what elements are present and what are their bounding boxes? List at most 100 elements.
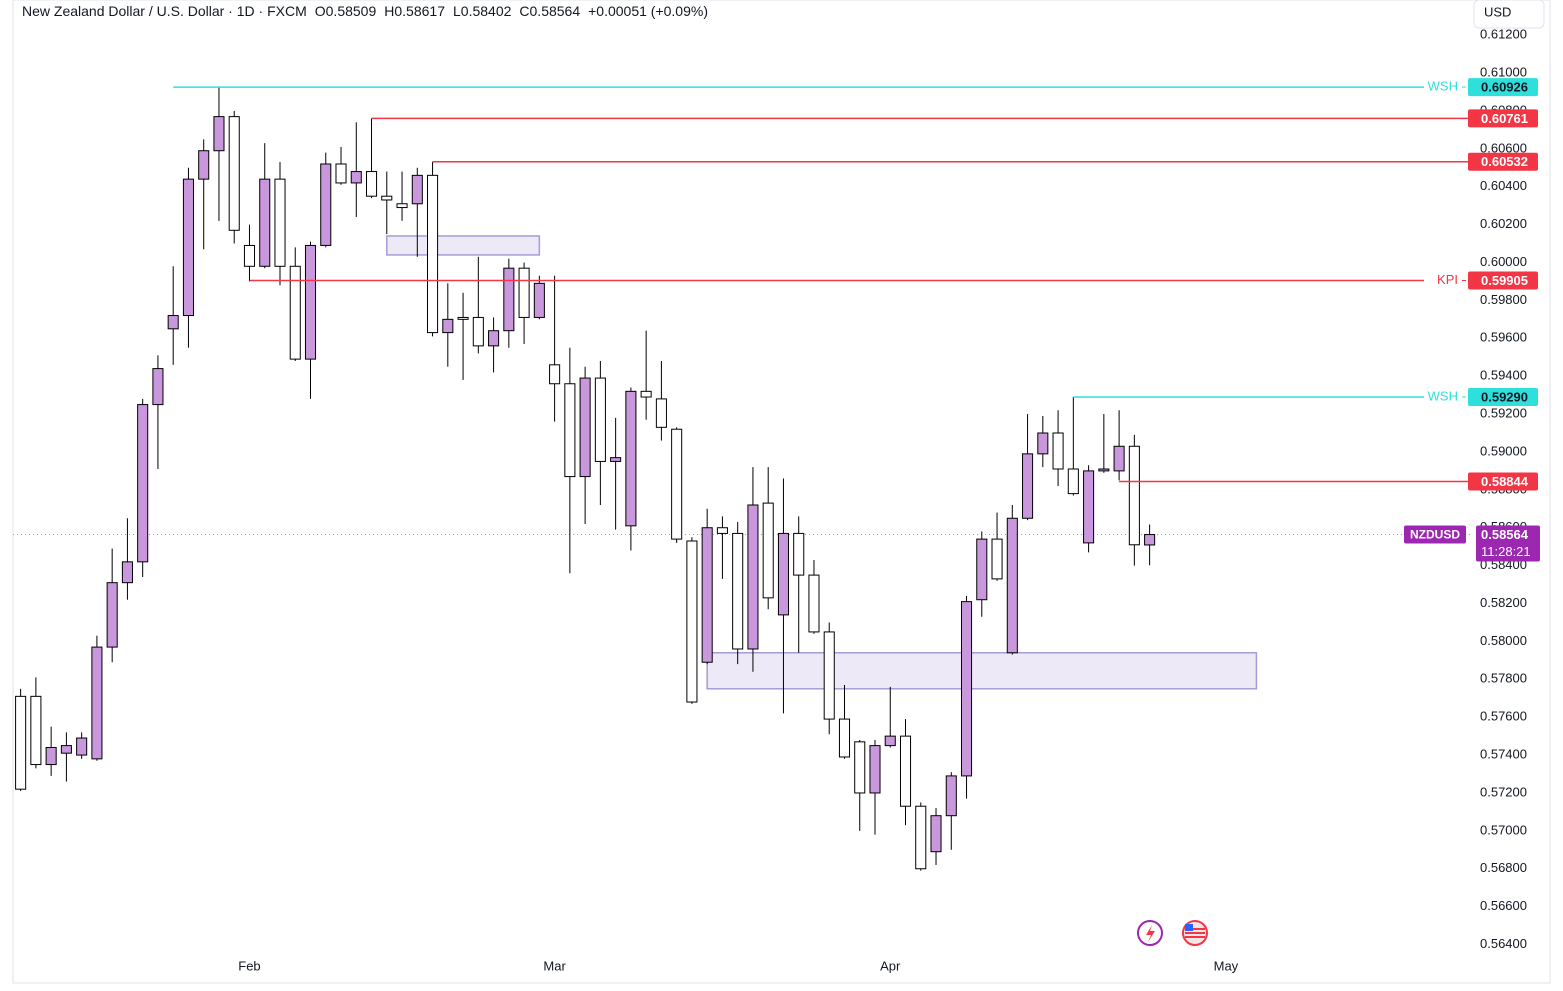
candle-body bbox=[1052, 432, 1064, 470]
candle-body bbox=[960, 601, 973, 777]
level-label: KPI bbox=[1437, 272, 1458, 287]
candle-body bbox=[564, 383, 576, 478]
level-tag bbox=[1468, 271, 1538, 290]
candle-body bbox=[488, 330, 500, 347]
price-tag bbox=[1476, 525, 1540, 562]
y-tick-label: 0.60000 bbox=[1480, 254, 1527, 269]
candle-body bbox=[15, 695, 27, 790]
candle-body bbox=[1067, 468, 1079, 495]
x-tick-label: Feb bbox=[238, 958, 260, 973]
candle-body bbox=[304, 244, 317, 360]
c-label: C bbox=[519, 3, 529, 19]
title: New Zealand Dollar / U.S. Dollar · 1D · … bbox=[22, 3, 307, 19]
l-label: L bbox=[453, 3, 461, 19]
candle-body bbox=[976, 538, 988, 601]
candle-body bbox=[793, 532, 805, 576]
candle-body bbox=[259, 178, 271, 267]
y-tick-label: 0.56400 bbox=[1480, 936, 1527, 951]
candle-body bbox=[320, 163, 332, 246]
level-value: 0.59290 bbox=[1481, 389, 1528, 404]
candle-body bbox=[182, 178, 194, 317]
y-tick-label: 0.61200 bbox=[1480, 27, 1527, 42]
y-tick-label: 0.61000 bbox=[1480, 64, 1527, 79]
countdown: 11:28:21 bbox=[1481, 544, 1531, 559]
candle-body bbox=[518, 267, 530, 318]
candle-body bbox=[838, 718, 851, 758]
candle-body bbox=[991, 538, 1003, 580]
x-tick-label: May bbox=[1214, 958, 1239, 973]
candle-body bbox=[655, 398, 667, 428]
level-label: WSH bbox=[1428, 79, 1458, 94]
candle-body bbox=[808, 574, 820, 633]
candle-body bbox=[274, 178, 286, 267]
candle-body bbox=[1037, 432, 1049, 455]
x-tick-label: Apr bbox=[880, 958, 901, 973]
y-tick-label: 0.59400 bbox=[1480, 368, 1527, 383]
level-label: WSH bbox=[1428, 388, 1458, 403]
candle-body bbox=[915, 805, 927, 870]
candle-body bbox=[625, 390, 637, 527]
y-tick-label: 0.57200 bbox=[1480, 784, 1527, 799]
y-tick-label: 0.59000 bbox=[1480, 443, 1527, 458]
level-value: 0.59905 bbox=[1481, 273, 1528, 288]
candle-body bbox=[167, 315, 179, 330]
header: New Zealand Dollar / U.S. Dollar · 1D · … bbox=[22, 3, 708, 19]
l-value: 0.58402 bbox=[461, 3, 512, 19]
candle-body bbox=[503, 267, 515, 332]
x-tick-label: Mar bbox=[543, 958, 566, 973]
candle-body bbox=[1022, 453, 1034, 519]
candle-body bbox=[289, 265, 301, 360]
bolt bbox=[1146, 925, 1155, 942]
candle-body bbox=[45, 746, 57, 766]
currency-button[interactable] bbox=[1473, 0, 1545, 29]
frame bbox=[12, 0, 1551, 984]
candle-body bbox=[381, 195, 393, 201]
candle-body bbox=[442, 318, 454, 334]
candle-body bbox=[457, 316, 469, 320]
candle-body bbox=[747, 504, 759, 650]
candle-body bbox=[899, 735, 912, 807]
y-tick-label: 0.58200 bbox=[1480, 595, 1527, 610]
candle-body bbox=[716, 527, 728, 534]
y-tick-label: 0.59600 bbox=[1480, 330, 1527, 345]
y-tick-label: 0.60400 bbox=[1480, 178, 1527, 193]
currency[interactable]: USD bbox=[1484, 4, 1511, 19]
candle-body bbox=[1006, 517, 1018, 654]
level-value: 0.60761 bbox=[1481, 111, 1528, 126]
candle-body bbox=[365, 171, 378, 197]
o-label: O bbox=[315, 3, 326, 19]
zone bbox=[386, 235, 541, 256]
y-tick-label: 0.60600 bbox=[1480, 140, 1527, 155]
candle-body bbox=[121, 561, 133, 584]
candle-body bbox=[335, 163, 347, 184]
h-value: 0.58617 bbox=[394, 3, 445, 19]
candle-body bbox=[76, 737, 88, 756]
candle-body bbox=[533, 282, 545, 318]
candle-body bbox=[671, 428, 683, 540]
candle-body bbox=[213, 116, 225, 152]
candle-body bbox=[594, 377, 606, 462]
candle-body bbox=[732, 532, 744, 650]
candle-body bbox=[198, 150, 210, 180]
candle-body bbox=[427, 174, 439, 334]
candle-body bbox=[60, 745, 72, 754]
candle-body bbox=[1113, 445, 1125, 472]
h-label: H bbox=[384, 3, 394, 19]
candle-body bbox=[869, 745, 881, 794]
candle-body bbox=[823, 631, 835, 720]
candle-body bbox=[1083, 470, 1095, 544]
candle-body bbox=[930, 815, 942, 853]
candle-body bbox=[579, 377, 591, 478]
y-tick-label: 0.57600 bbox=[1480, 709, 1527, 724]
flag-canton bbox=[1185, 924, 1193, 931]
y-tick-label: 0.57000 bbox=[1480, 822, 1527, 837]
candle-body bbox=[640, 390, 652, 398]
change: +0.00051 (+0.09%) bbox=[588, 3, 708, 19]
c-value: 0.58564 bbox=[530, 3, 581, 19]
level-tag bbox=[1468, 388, 1538, 407]
y-tick-label: 0.60200 bbox=[1480, 216, 1527, 231]
candle-body bbox=[945, 775, 957, 817]
candle-body bbox=[30, 695, 42, 766]
y-tick-label: 0.59800 bbox=[1480, 292, 1527, 307]
